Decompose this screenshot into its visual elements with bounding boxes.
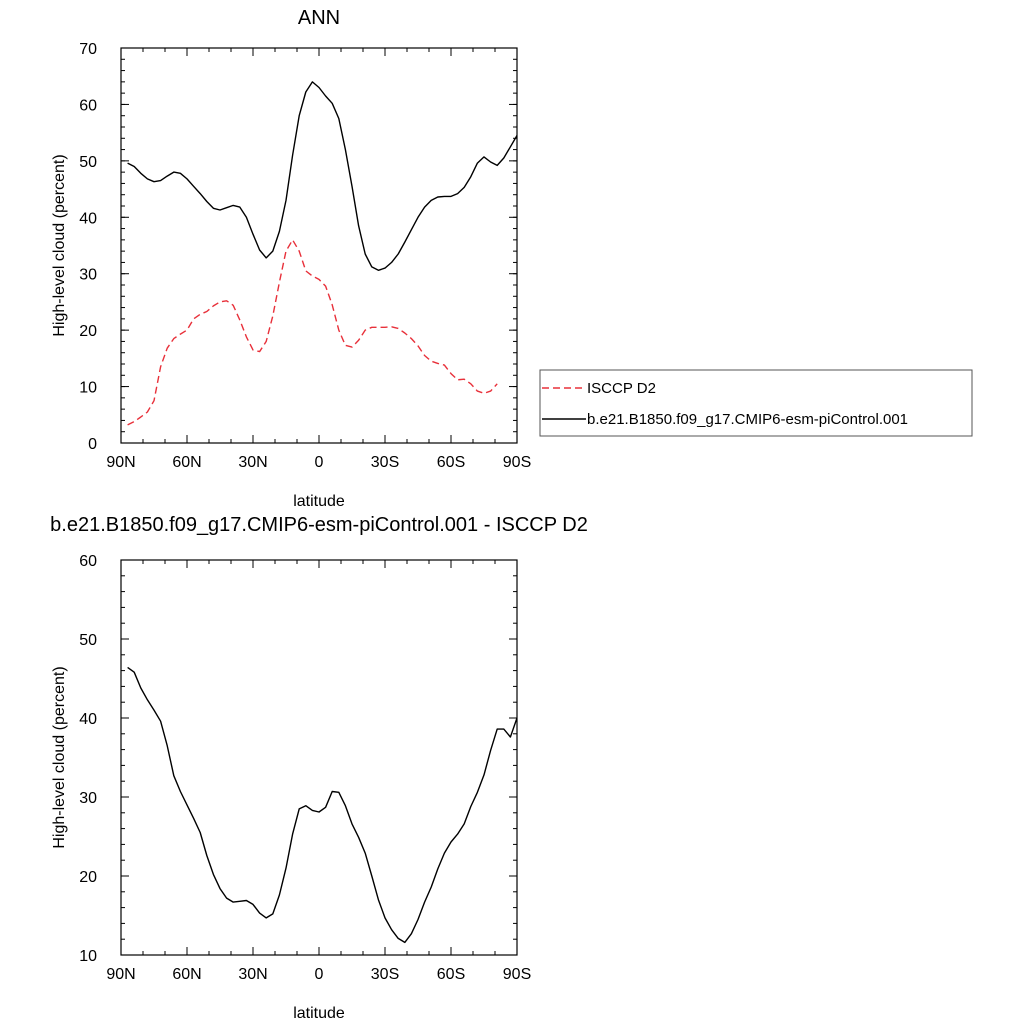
x-axis-title: latitude — [293, 1005, 345, 1022]
series-line-1 — [127, 666, 517, 944]
y-tick-label: 60 — [79, 553, 97, 570]
y-axis-title: High-level cloud (percent) — [51, 154, 68, 336]
y-tick-label: 40 — [79, 210, 97, 227]
series-line-1 — [127, 239, 498, 426]
y-tick-label: 60 — [79, 97, 97, 114]
x-tick-label: 60S — [437, 454, 465, 471]
y-tick-label: 70 — [79, 41, 97, 58]
x-tick-label: 0 — [315, 966, 324, 983]
x-tick-label: 30N — [238, 966, 267, 983]
y-tick-label: 0 — [88, 436, 97, 453]
series-group — [127, 81, 517, 426]
y-tick-label: 50 — [79, 632, 97, 649]
y-tick-label: 40 — [79, 711, 97, 728]
x-tick-label: 90S — [503, 966, 531, 983]
chart-1: ANN 90N 60N 30N 0 30S 60S 90S 0 10 20 30 40 50 60 70 lat… — [51, 7, 973, 510]
plot-frame — [120, 559, 518, 956]
legend-box — [539, 369, 973, 437]
x-axis-title: latitude — [293, 493, 345, 510]
x-tick-label: 30N — [238, 454, 267, 471]
y-tick-label: 20 — [79, 323, 97, 340]
chart-title: b.e21.B1850.f09_g17.CMIP6-esm-piControl.… — [50, 514, 588, 536]
y-tick-label: 10 — [79, 948, 97, 965]
legend-label-1: ISCCP D2 — [587, 380, 656, 397]
y-tick-label: 50 — [79, 154, 97, 171]
x-tick-label: 60N — [172, 454, 201, 471]
legend: ISCCP D2 b.e21.B1850.f09_g17.CMIP6-esm-pi… — [539, 369, 973, 437]
series-group — [127, 666, 517, 944]
plot-frame — [120, 47, 518, 444]
x-tick-label: 90N — [106, 454, 135, 471]
y-tick-label: 30 — [79, 267, 97, 284]
chart-title: ANN — [298, 7, 340, 29]
series-line-2 — [127, 81, 517, 271]
y-axis-title: High-level cloud (percent) — [51, 666, 68, 848]
y-tick-label: 30 — [79, 790, 97, 807]
x-tick-label: 30S — [371, 966, 399, 983]
x-tick-label: 90S — [503, 454, 531, 471]
legend-label-2: b.e21.B1850.f09_g17.CMIP6-esm-piControl.… — [587, 411, 908, 428]
y-tick-label: 10 — [79, 380, 97, 397]
x-tick-label: 90N — [106, 966, 135, 983]
chart-2: b.e21.B1850.f09_g17.CMIP6-esm-piControl.… — [50, 514, 588, 1022]
y-tick-label: 20 — [79, 869, 97, 886]
x-tick-label: 30S — [371, 454, 399, 471]
x-tick-label: 60N — [172, 966, 201, 983]
x-tick-label: 60S — [437, 966, 465, 983]
x-tick-label: 0 — [315, 454, 324, 471]
